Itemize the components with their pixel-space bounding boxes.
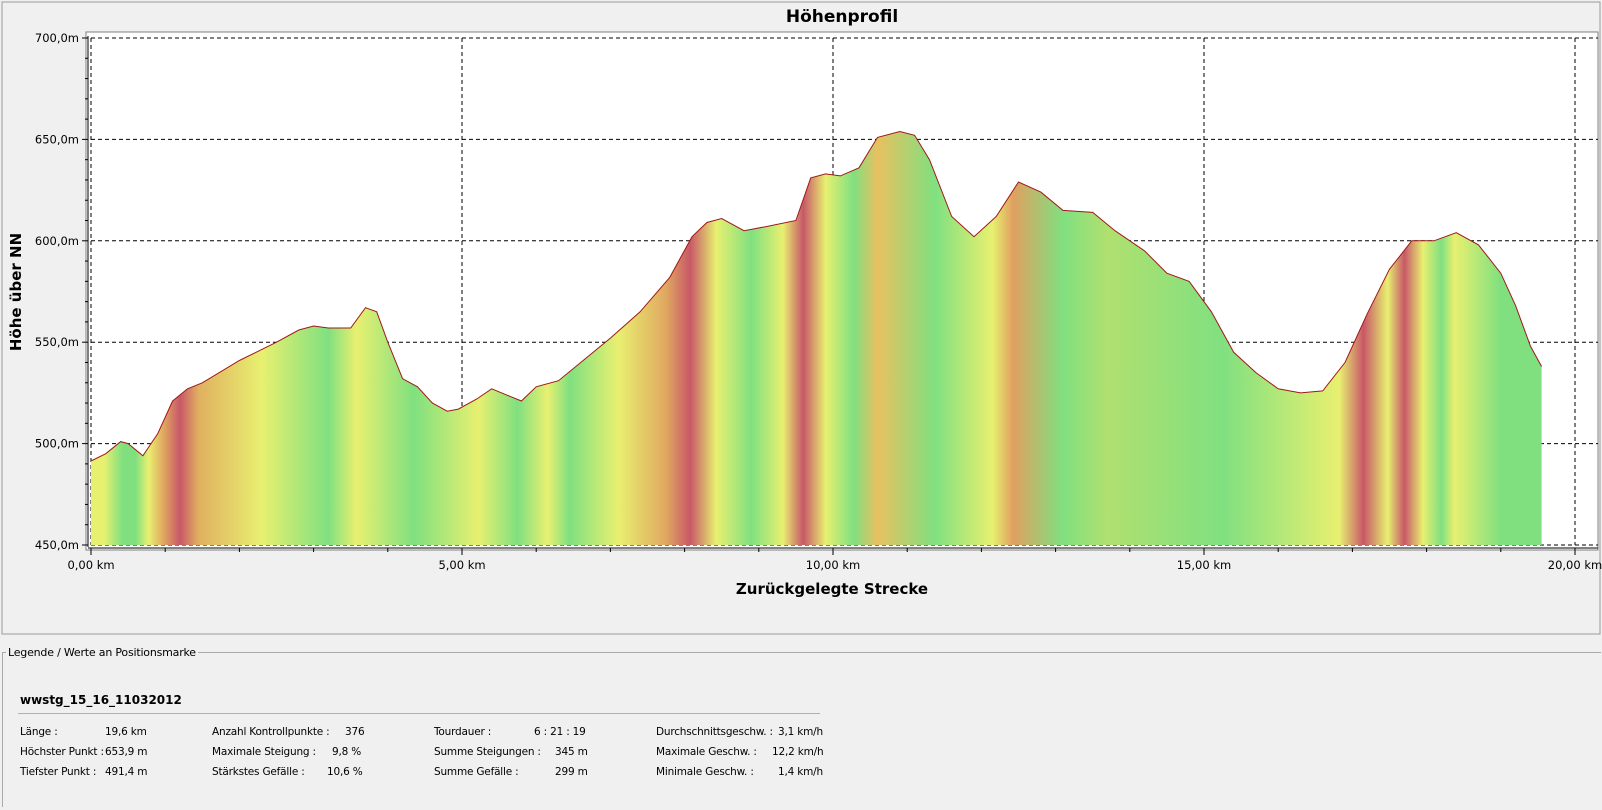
- elevation-line: [90, 130, 1543, 462]
- x-tick-label: 5,00 km: [438, 558, 485, 572]
- stat-label: Höchster Punkt :: [20, 746, 104, 758]
- y-tick-label: 450,0m: [35, 538, 79, 552]
- stat-value: 491,4 m: [105, 766, 148, 778]
- stat-value: 653,9 m: [105, 746, 148, 758]
- legend-caption: Legende / Werte an Positionsmarke: [6, 646, 198, 659]
- y-tick-label: 550,0m: [35, 335, 79, 349]
- stat-value: 10,6 %: [327, 766, 363, 778]
- stat-value: 12,2 km/h: [772, 746, 824, 758]
- stat-value: 345 m: [555, 746, 588, 758]
- axes: 450,0m 500,0m 550,0m 600,0m 650,0m 700,0m 0,00…: [35, 31, 1602, 572]
- stat-value: 376: [345, 726, 365, 738]
- stat-label: Maximale Steigung :: [212, 746, 316, 758]
- y-tick-label: 500,0m: [35, 437, 79, 451]
- stat-label: Anzahl Kontrollpunkte :: [212, 726, 330, 738]
- x-tick-label: 0,00 km: [67, 558, 114, 572]
- elevation-chart: 450,0m 500,0m 550,0m 600,0m 650,0m 700,0m 0,00…: [1, 1, 1602, 635]
- track-name: wwstg_15_16_11032012: [20, 693, 182, 707]
- stat-value: 3,1 km/h: [778, 726, 823, 738]
- stat-label: Stärkstes Gefälle :: [212, 766, 305, 778]
- stat-label: Summe Steigungen :: [434, 746, 541, 758]
- stat-value: 6 : 21 : 19: [534, 726, 586, 738]
- stat-value: 299 m: [555, 766, 588, 778]
- elevation-chart-panel: 450,0m 500,0m 550,0m 600,0m 650,0m 700,0m 0,00…: [1, 1, 1602, 635]
- x-tick-label: 10,00 km: [806, 558, 860, 572]
- stat-label: Tourdauer :: [434, 726, 492, 738]
- y-axis-label: Höhe über NN: [7, 233, 25, 351]
- chart-title: Höhenprofil: [786, 7, 898, 27]
- elevation-area: [90, 130, 1543, 545]
- legend-panel: [2, 652, 1601, 807]
- y-tick-label: 600,0m: [35, 234, 79, 248]
- stat-label: Tiefster Punkt :: [20, 766, 97, 778]
- stat-label: Minimale Geschw. :: [656, 766, 754, 778]
- x-axis-label: Zurückgelegte Strecke: [736, 580, 928, 598]
- track-divider: [18, 713, 820, 714]
- stat-label: Maximale Geschw. :: [656, 746, 757, 758]
- x-tick-label: 20,00 km: [1548, 558, 1602, 572]
- stat-label: Durchschnittsgeschw. :: [656, 726, 773, 738]
- stat-value: 19,6 km: [105, 726, 147, 738]
- y-tick-label: 700,0m: [35, 31, 79, 45]
- y-tick-label: 650,0m: [35, 132, 79, 146]
- elevation-fill: [91, 131, 1542, 545]
- x-tick-label: 15,00 km: [1177, 558, 1231, 572]
- stat-value: 1,4 km/h: [778, 766, 823, 778]
- stat-value: 9,8 %: [332, 746, 362, 758]
- stat-label: Summe Gefälle :: [434, 766, 519, 778]
- stat-label: Länge :: [20, 726, 58, 738]
